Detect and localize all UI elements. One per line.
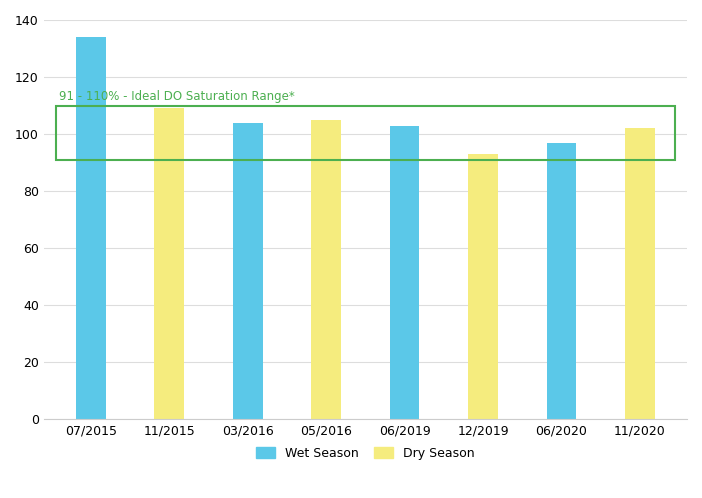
Bar — [154, 109, 184, 419]
Bar — [311, 120, 341, 419]
Text: 91 - 110% - Ideal DO Saturation Range*: 91 - 110% - Ideal DO Saturation Range* — [60, 90, 295, 103]
Bar — [55, 106, 675, 160]
Bar — [390, 125, 420, 419]
Bar — [547, 143, 576, 419]
Bar — [76, 37, 106, 419]
Legend: Wet Season, Dry Season: Wet Season, Dry Season — [251, 442, 479, 465]
Bar — [468, 154, 498, 419]
Bar — [233, 123, 263, 419]
Bar — [625, 128, 655, 419]
